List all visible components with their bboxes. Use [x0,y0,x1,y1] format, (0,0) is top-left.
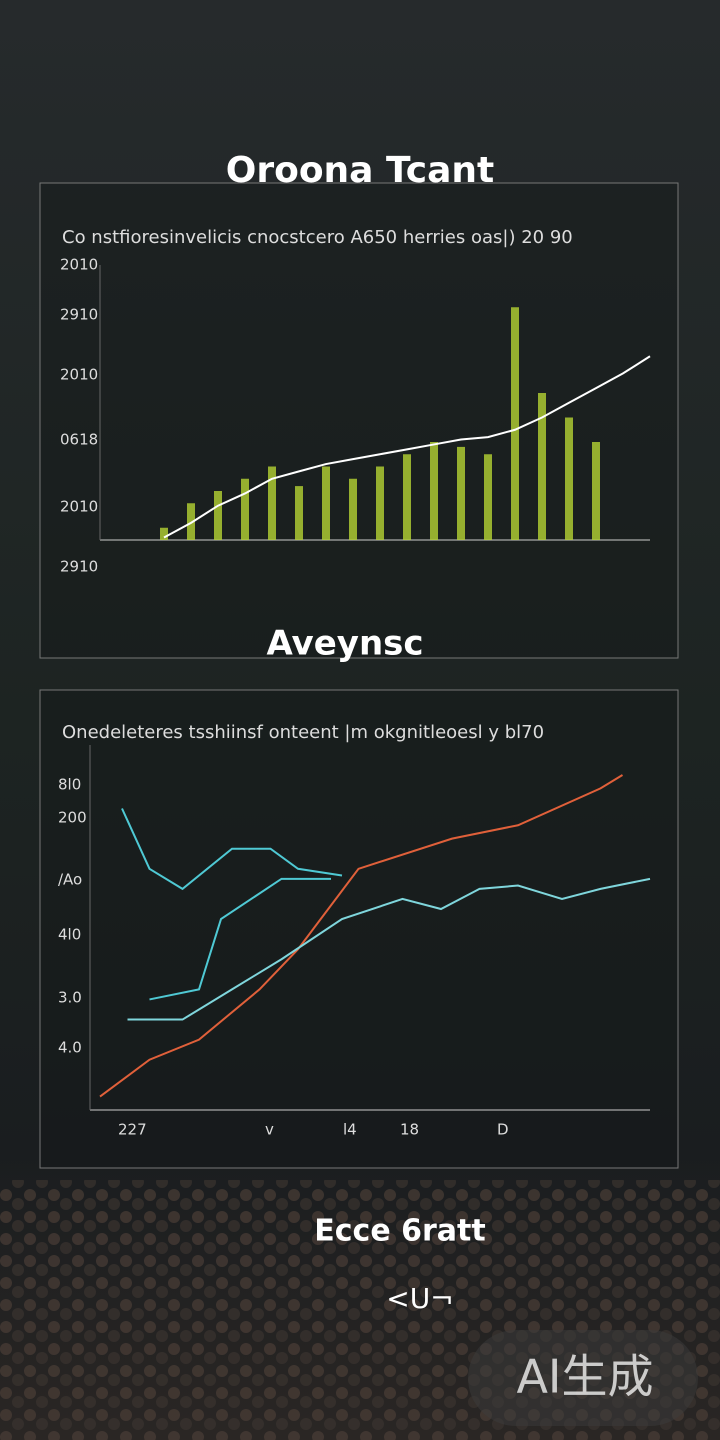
y-axis-label: 3.0 [58,989,82,1007]
bar [538,393,546,540]
bar [349,478,357,540]
bar [403,454,411,540]
chart-title: Aveynsc [266,624,423,664]
x-axis-label: 18 [400,1121,419,1139]
x-axis-label: v [265,1121,274,1139]
bar [160,527,168,540]
bar [241,478,249,540]
line [163,355,651,539]
y-axis-label: 4.0 [58,1039,82,1057]
watermark: AI生成 [516,1350,653,1404]
y-axis-label: 4l0 [58,926,81,944]
line [121,808,343,891]
y-axis-label: 2010 [60,498,98,516]
bar [592,442,600,540]
bar [484,454,492,540]
y-axis-label: 8l0 [58,776,81,794]
bar [214,491,222,540]
x-axis-label: l4 [343,1121,357,1139]
bar [295,486,303,540]
footer-mark: <U¬ [386,1282,453,1315]
headline: Ecce 6ratt [314,1214,485,1249]
y-axis-label: 2910 [60,306,98,324]
bar [376,466,384,540]
bar [457,446,465,540]
x-axis-label: D [497,1121,509,1139]
line [99,774,624,1098]
y-axis-label: /Ao [58,871,82,889]
line [149,877,331,1001]
bar [565,417,573,540]
x-axis-label: 227 [118,1121,147,1139]
y-axis-label: 0618 [60,431,98,449]
line [127,877,651,1021]
chart-subtitle: Co nstfioresinvelicis cnocstcero A650 he… [62,227,573,248]
y-axis-label: 2910 [60,558,98,576]
panel [39,182,679,659]
bar [268,466,276,540]
bar [511,307,519,540]
y-axis-label: 200 [58,809,87,827]
bar [322,466,330,540]
panel [39,689,679,1169]
chart-subtitle: Onedeleteres tsshiinsf onteent |m okgnit… [62,722,544,743]
bar [187,503,195,540]
bar [430,442,438,540]
y-axis-label: 2010 [60,256,98,274]
watermark-badge [468,1330,698,1426]
y-axis-label: 2010 [60,366,98,384]
chart-title: Oroona Tcant [226,150,495,191]
